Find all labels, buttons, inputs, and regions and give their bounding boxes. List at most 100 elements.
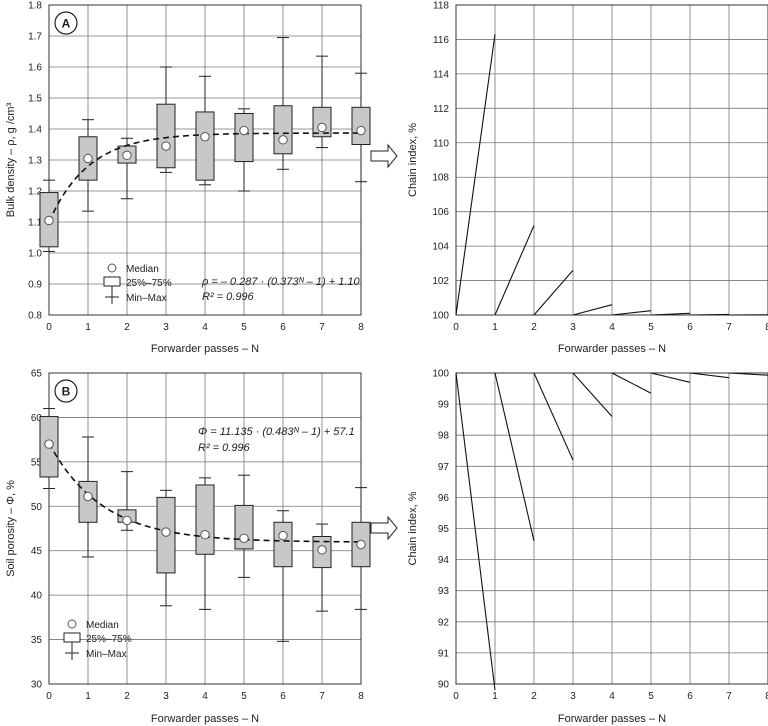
legend-label: Min–Max [126,293,167,304]
box-iqr [78,480,98,523]
panel-a-bulk-density: 0.8 0.9 1.0 1.1 1.2 1.3 1.4 1.5 1.6 1.7 1.8 0 1 2 3 4 5 6… [5,1,371,355]
chain-index-segment [689,372,730,379]
y-tick-label: 30 [31,680,43,691]
x-tick-label: 8 [358,691,364,702]
chain-index-segment [611,372,652,394]
median-marker [122,515,132,526]
chain-index-segment [689,313,730,316]
x-tick-label: 0 [453,322,459,333]
y-tick-label: 110 [433,138,449,149]
y-tick-label: 1.5 [28,94,42,105]
y-axis-label: Chain index, % [407,491,419,565]
x-tick-label: 0 [46,691,52,702]
legend-label: 25%–75% [126,278,172,289]
x-tick-label: 4 [609,322,615,333]
legend-label: Median [126,264,159,275]
y-tick-label: 91 [438,648,450,659]
y-axis-label: Chain index, % [407,123,419,197]
x-tick-label: 3 [163,691,169,702]
median-marker [278,530,288,541]
legend-box-swatch [63,632,81,643]
median-marker [356,539,366,550]
median-marker [83,153,93,164]
y-tick-label: 0.8 [28,311,42,322]
y-tick-label: 93 [438,586,450,597]
y-tick-label: 100 [432,311,449,322]
chain-index-segment [455,372,496,691]
legend-median-swatch [107,263,117,273]
x-tick-label: 1 [85,691,91,702]
x-tick-label: 6 [280,322,286,333]
y-tick-label: 100 [432,369,449,380]
y-tick-label: 108 [432,173,449,184]
x-tick-label: 3 [570,691,576,702]
box-iqr [195,484,215,555]
y-tick-label: 1.6 [28,63,42,74]
chain-index-segment [572,304,613,316]
x-tick-label: 8 [765,322,768,333]
box-iqr [312,106,332,138]
box-iqr [273,105,293,155]
median-marker [44,215,54,226]
legend-median-swatch [67,619,77,629]
y-tick-label: 1.1 [28,218,42,229]
x-tick-label: 7 [726,322,732,333]
chain-index-segment [650,312,691,316]
y-tick-label: 1.4 [28,125,42,136]
y-tick-label: 104 [432,242,449,253]
y-tick-label: 45 [31,546,43,557]
y-tick-label: 96 [438,493,450,504]
y-tick-label: 1.7 [28,32,42,43]
y-tick-label: 65 [31,369,43,380]
chain-index-segment [533,269,574,316]
x-tick-label: 4 [202,322,208,333]
y-tick-label: 60 [31,413,43,424]
arrows [370,143,398,541]
median-marker [161,141,171,151]
x-tick-label: 3 [570,322,576,333]
x-tick-label: 2 [124,691,130,702]
y-tick-label: 1.0 [28,249,42,260]
panel-label-badge [54,11,78,35]
y-tick-label: 1.2 [28,187,42,198]
fit-equation: Φ = 11.135 · (0.483ᴺ – 1) + 57.1 [198,426,355,438]
box-iqr [156,103,176,169]
box-iqr [273,521,293,568]
chain-index-segment [650,372,691,383]
x-tick-label: 6 [687,322,693,333]
chain-index-segment [494,372,535,542]
y-axis-label: Bulk density – ρ, g /cm³ [5,102,17,217]
x-axis-label: Forwarder passes – N [151,713,259,725]
x-axis-label: Forwarder passes – N [151,343,259,355]
y-tick-label: 92 [438,617,450,628]
legend-box-swatch [103,276,121,287]
chain-index-segment [455,34,496,316]
y-tick-label: 50 [31,502,43,513]
arrow-icon [370,143,398,169]
y-tick-label: 99 [438,400,450,411]
y-tick-label: 114 [433,69,449,80]
median-marker [122,150,132,161]
median-marker [200,530,210,540]
median-marker [317,545,327,555]
panel-label: B [62,385,71,399]
chain-index-segment [494,225,535,316]
x-tick-label: 7 [726,691,732,702]
chain-index-segment [572,372,613,417]
median-marker [356,125,366,136]
x-axis-label: Forwarder passes – N [558,343,666,355]
y-tick-label: 90 [438,680,450,691]
y-tick-label: 1.3 [28,156,42,167]
x-tick-label: 6 [280,691,286,702]
median-marker [278,135,288,145]
y-tick-label: 55 [31,457,43,468]
y-tick-label: 40 [31,591,43,602]
chain-index-segment [728,372,768,376]
x-tick-label: 8 [765,691,768,702]
x-tick-label: 2 [124,322,130,333]
median-marker [44,439,54,449]
x-tick-label: 5 [648,322,654,333]
x-tick-label: 6 [687,691,693,702]
